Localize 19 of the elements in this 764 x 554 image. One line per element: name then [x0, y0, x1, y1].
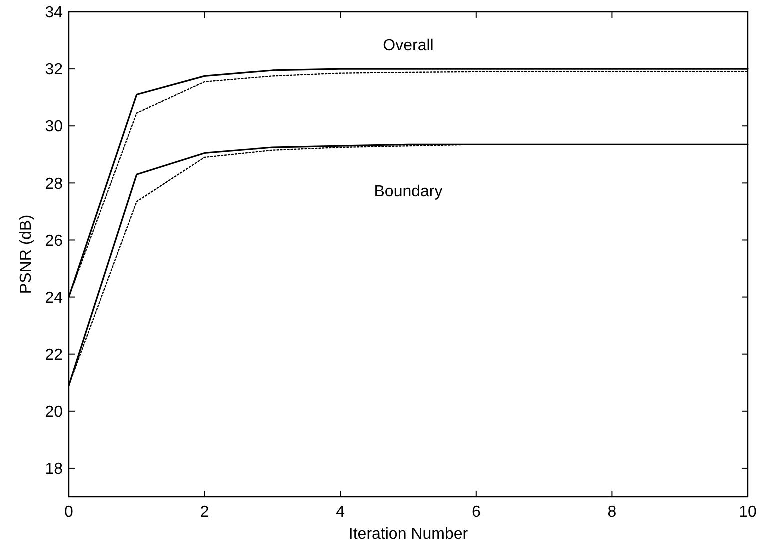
y-tick-label: 18	[45, 461, 64, 478]
y-tick-label: 30	[45, 118, 64, 136]
y-axis-title: PSNR (dB)	[18, 214, 35, 294]
y-tick-label: 24	[45, 290, 64, 307]
y-tick-label: 28	[45, 176, 64, 193]
x-axis-title: Iteration Number	[348, 526, 469, 543]
y-tick-label: 26	[45, 232, 64, 250]
x-tick-label: 6	[472, 504, 481, 521]
y-tick-label: 34	[45, 4, 64, 22]
annotation: Boundary	[374, 183, 443, 200]
x-tick-label: 4	[336, 504, 346, 521]
x-tick-label: 2	[200, 504, 210, 521]
y-tick-label: 22	[45, 346, 64, 364]
x-tick-label: 8	[608, 504, 617, 521]
y-tick-label: 32	[45, 62, 64, 79]
y-tick-label: 20	[45, 404, 64, 422]
x-tick-label: 0	[64, 504, 74, 521]
annotation: Overall	[383, 38, 434, 55]
x-tick-label: 10	[739, 504, 757, 521]
